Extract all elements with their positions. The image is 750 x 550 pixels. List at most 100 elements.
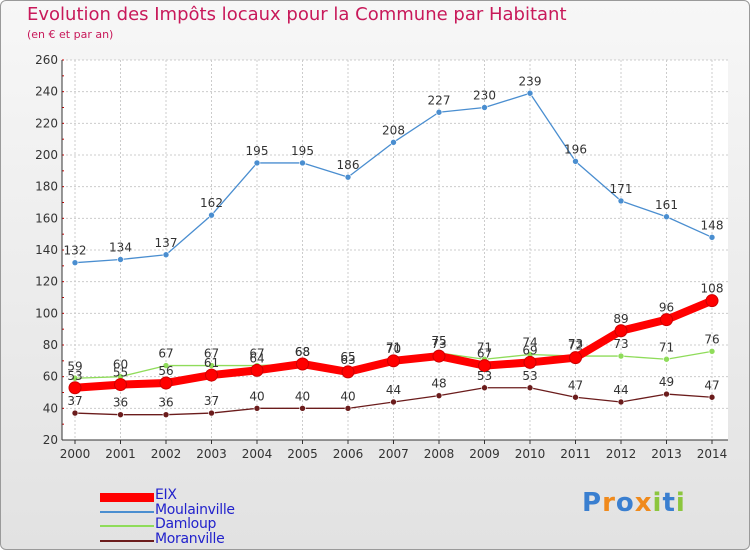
data-label-moranville: 53: [477, 369, 492, 383]
data-label-eix: 69: [522, 343, 537, 357]
data-point-eix[interactable]: [296, 357, 309, 371]
data-label-eix: 55: [113, 366, 128, 380]
data-point-eix[interactable]: [68, 381, 82, 395]
data-label-eix: 64: [249, 351, 264, 365]
data-point-eix[interactable]: [614, 324, 628, 338]
logo-letter: o: [615, 488, 635, 518]
data-label-moulainville: 148: [701, 218, 724, 232]
data-point-moulainville[interactable]: [708, 234, 716, 241]
y-tick-label: 240: [35, 85, 58, 99]
data-point-moranville[interactable]: [162, 411, 170, 418]
data-label-moulainville: 186: [337, 158, 360, 172]
data-point-moranville[interactable]: [708, 393, 716, 401]
data-label-eix: 63: [340, 353, 355, 367]
y-tick-label: 140: [35, 243, 58, 257]
y-tick-label: 220: [35, 116, 58, 130]
data-point-moranville[interactable]: [71, 409, 79, 417]
y-tick-label: 100: [35, 306, 58, 320]
data-label-moranville: 47: [568, 378, 583, 392]
data-point-moulainville[interactable]: [435, 108, 443, 116]
data-point-eix[interactable]: [387, 354, 400, 368]
legend-swatch-damloup: [100, 525, 154, 527]
data-label-moranville: 37: [204, 394, 219, 408]
logo-letter: i: [675, 488, 686, 518]
data-point-moulainville[interactable]: [526, 89, 534, 97]
y-tick-label: 200: [35, 148, 58, 162]
data-point-eix[interactable]: [341, 365, 355, 379]
data-point-moulainville[interactable]: [71, 259, 79, 266]
data-point-damloup[interactable]: [663, 355, 670, 363]
data-label-moranville: 44: [386, 383, 401, 397]
x-tick-label: 2010: [515, 447, 546, 461]
data-point-moranville[interactable]: [481, 384, 488, 392]
data-label-damloup: 75: [431, 334, 446, 348]
data-label-moulainville: 227: [428, 93, 451, 107]
data-point-moulainville[interactable]: [390, 139, 397, 146]
data-label-moranville: 44: [613, 383, 628, 397]
data-point-moranville[interactable]: [390, 398, 397, 406]
data-point-eix[interactable]: [432, 349, 446, 363]
data-label-eix: 89: [613, 312, 628, 326]
data-point-moulainville[interactable]: [663, 213, 670, 221]
data-point-moranville[interactable]: [299, 405, 306, 412]
data-point-moranville[interactable]: [117, 411, 124, 418]
data-label-moulainville: 132: [64, 244, 87, 258]
y-tick-label: 80: [43, 338, 58, 352]
data-point-moulainville[interactable]: [617, 197, 625, 205]
logo-letter: x: [634, 488, 653, 518]
data-point-moulainville[interactable]: [253, 159, 261, 167]
data-label-damloup: 59: [67, 359, 82, 373]
data-point-moranville[interactable]: [617, 398, 625, 406]
legend-swatch-moranville: [100, 540, 154, 542]
data-point-moulainville[interactable]: [572, 158, 579, 165]
data-point-moranville[interactable]: [526, 384, 534, 392]
y-tick-label: 60: [43, 370, 58, 384]
data-point-moranville[interactable]: [435, 392, 443, 399]
data-point-damloup[interactable]: [617, 352, 625, 360]
data-label-damloup: 71: [386, 340, 401, 354]
data-point-eix[interactable]: [660, 313, 673, 327]
grid: [62, 59, 728, 441]
data-label-moulainville: 195: [246, 144, 269, 158]
data-point-eix[interactable]: [705, 294, 719, 308]
y-tick-label: 160: [35, 211, 58, 225]
data-label-moranville: 40: [249, 389, 264, 403]
x-tick-label: 2009: [469, 447, 500, 461]
data-point-moulainville[interactable]: [481, 104, 488, 111]
data-label-moulainville: 162: [200, 196, 223, 210]
data-point-eix[interactable]: [250, 363, 264, 377]
y-tick-label: 40: [43, 401, 58, 415]
data-point-moranville[interactable]: [253, 405, 261, 412]
data-point-moranville[interactable]: [572, 393, 579, 401]
data-point-eix[interactable]: [159, 376, 173, 390]
data-point-eix[interactable]: [523, 355, 537, 369]
data-point-eix[interactable]: [569, 351, 582, 365]
data-point-damloup[interactable]: [162, 362, 170, 369]
data-point-moranville[interactable]: [208, 409, 215, 417]
data-point-eix[interactable]: [114, 378, 127, 392]
data-point-moranville[interactable]: [344, 405, 352, 412]
data-point-moranville[interactable]: [663, 390, 670, 398]
data-label-damloup: 71: [477, 340, 492, 354]
x-tick-label: 2000: [60, 447, 91, 461]
data-point-eix[interactable]: [205, 368, 218, 382]
data-label-moulainville: 137: [155, 236, 178, 250]
data-point-damloup[interactable]: [708, 348, 716, 355]
data-label-eix: 96: [659, 301, 674, 315]
y-tick-label: 260: [35, 53, 58, 67]
logo-letter: t: [662, 488, 676, 518]
data-label-eix: 70: [386, 342, 401, 356]
data-point-moulainville[interactable]: [117, 256, 124, 263]
data-point-moulainville[interactable]: [344, 173, 352, 181]
data-label-moranville: 40: [295, 389, 310, 403]
data-point-eix[interactable]: [478, 359, 491, 373]
data-label-moranville: 47: [704, 378, 719, 392]
y-tick-label: 120: [35, 275, 58, 289]
data-label-damloup: 67: [249, 347, 264, 361]
data-point-moulainville[interactable]: [299, 159, 306, 167]
axes: 20 40 60 80 100 120 140 160 180 200 220 240 260 2000 2…: [35, 53, 728, 461]
data-point-moulainville[interactable]: [162, 251, 170, 259]
data-point-moulainville[interactable]: [208, 211, 215, 219]
data-label-damloup: 67: [158, 347, 173, 361]
data-label-moulainville: 230: [473, 89, 496, 103]
